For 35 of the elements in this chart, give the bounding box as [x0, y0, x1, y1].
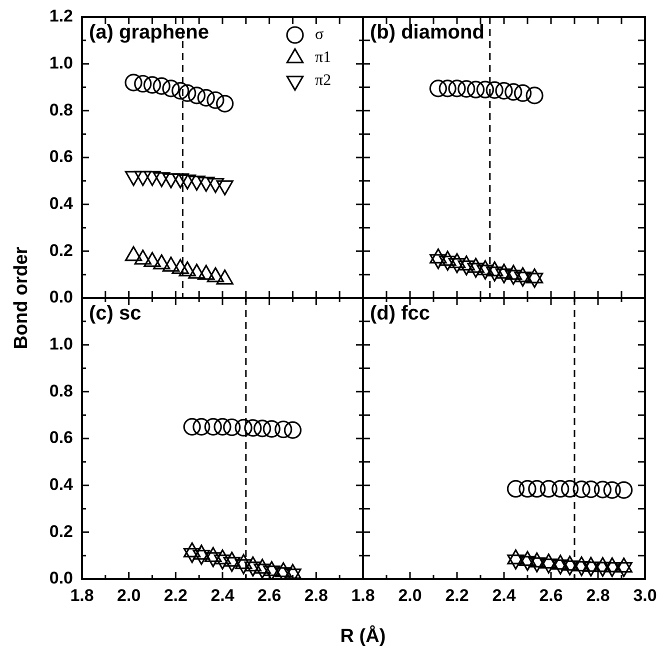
y-tick-label: 0.0	[49, 568, 73, 588]
y-tick-label: 0.2	[49, 240, 73, 260]
chart-title: (b) diamond	[370, 22, 484, 44]
x-tick-label: 2.8	[304, 586, 328, 606]
chart-title: (d) fcc	[370, 302, 430, 325]
y-tick-label: 0.8	[49, 100, 73, 120]
x-tick-label: 2.6	[539, 586, 563, 606]
y-axis-title: Bond order	[11, 246, 33, 350]
x-tick-label: 2.8	[586, 586, 610, 606]
y-tick-label: 0.6	[49, 428, 73, 448]
legend-label: π2	[315, 72, 332, 90]
y-tick-label: 0.6	[49, 147, 73, 166]
x-tick-label: 2.6	[258, 586, 282, 606]
y-tick-label: 1.0	[49, 54, 73, 73]
x-tick-label: 2.2	[164, 586, 188, 606]
chart-title: (c) sc	[89, 302, 142, 325]
chart-title: (a) graphene	[89, 22, 210, 44]
y-tick-label: 0.0	[49, 288, 73, 307]
y-tick-label: 1.0	[49, 334, 73, 354]
legend-label: σ	[315, 26, 324, 44]
x-tick-label: 2.0	[398, 586, 422, 606]
y-tick-label: 0.4	[49, 475, 74, 494]
y-tick-label: 0.8	[49, 381, 73, 400]
x-tick-label: 2.4	[492, 586, 516, 606]
x-tick-label: 1.8	[351, 586, 375, 606]
x-tick-label: 2.0	[117, 586, 141, 606]
legend-label: π1	[315, 49, 332, 66]
x-tick-label: 2.2	[445, 586, 469, 606]
y-tick-label: 0.2	[49, 522, 73, 541]
y-tick-label: 0.4	[49, 194, 74, 214]
x-axis-title: R (Å)	[340, 626, 386, 648]
x-tick-label: 2.4	[210, 586, 235, 606]
y-tick-label: 1.2	[49, 6, 73, 26]
x-tick-label: 3.0	[633, 586, 657, 606]
x-tick-label: 1.8	[70, 586, 94, 606]
